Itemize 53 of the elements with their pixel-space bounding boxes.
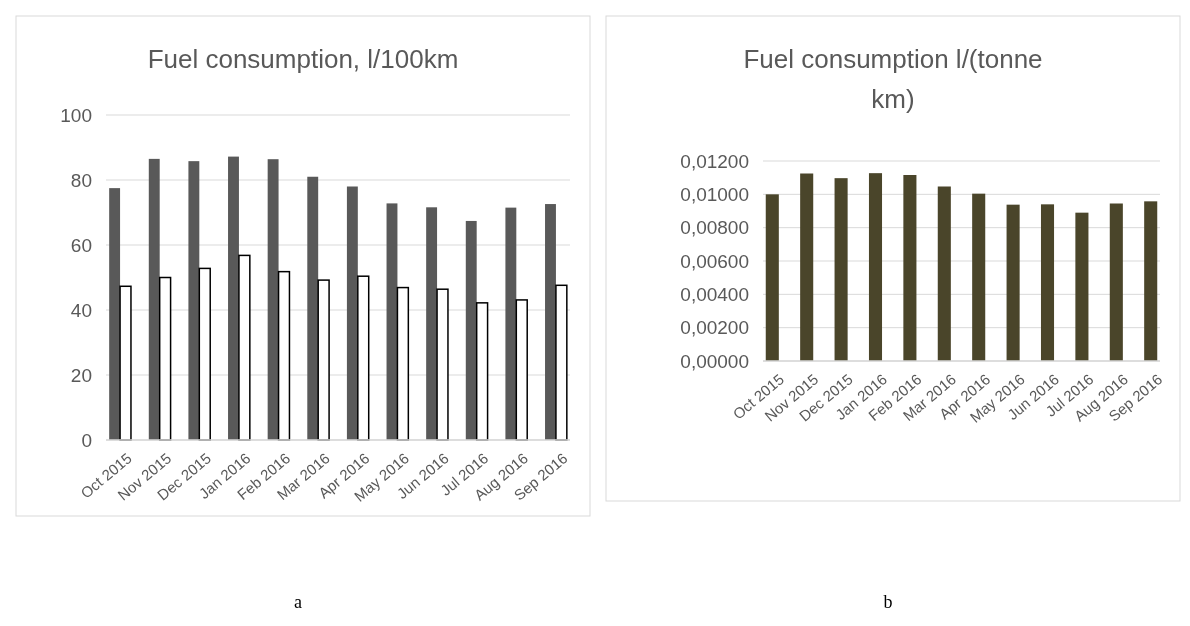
y-tick-label: 0,00200 (680, 317, 749, 339)
bar (228, 156, 239, 440)
bar (765, 194, 779, 361)
bar (317, 279, 330, 441)
bar (357, 275, 370, 441)
text: a (294, 592, 302, 612)
bar (109, 188, 121, 440)
bar (1144, 201, 1158, 361)
bar (396, 286, 410, 441)
y-tick-label: 0,00800 (680, 217, 749, 239)
y-tick-label: 0,00400 (680, 283, 749, 305)
bar (119, 285, 132, 441)
bar (903, 175, 917, 361)
bar (475, 302, 489, 441)
bar (1006, 204, 1020, 361)
y-tick-label: 60 (70, 234, 92, 256)
y-tick-label: 80 (70, 169, 92, 191)
y-tick-label: 20 (70, 364, 92, 386)
chart-title: Fuel consumption, l/100km (147, 44, 459, 74)
bar (465, 220, 477, 440)
bar (1109, 203, 1123, 361)
bar (937, 186, 951, 361)
bar (505, 207, 517, 440)
bar (545, 204, 556, 440)
bar (198, 267, 211, 441)
bar (386, 203, 398, 440)
bar (972, 193, 986, 361)
text: b (883, 592, 893, 612)
bar (426, 207, 438, 440)
y-tick-label: 0,00000 (680, 350, 749, 372)
y-tick-label: 0,01200 (680, 150, 749, 172)
y-tick-label: 100 (60, 104, 92, 126)
bar (800, 173, 814, 361)
bar (277, 270, 291, 441)
bar (1040, 204, 1055, 361)
bar (436, 288, 449, 441)
bar (868, 173, 883, 361)
chart-title: Fuel consumption l/(tonne km) (743, 44, 1043, 114)
y-tick-label: 0 (81, 429, 92, 451)
bar (148, 158, 160, 440)
bar (158, 276, 172, 441)
bar (238, 254, 251, 441)
bar (1075, 212, 1089, 361)
y-tick-label: 0,01000 (680, 183, 749, 205)
y-tick-label: 40 (70, 299, 92, 321)
bar (188, 161, 200, 440)
bar (346, 186, 358, 440)
bar (515, 299, 528, 441)
bar (307, 176, 319, 440)
bar (267, 159, 279, 440)
bar (555, 284, 568, 441)
y-tick-label: 0,00600 (680, 250, 749, 272)
bar (834, 178, 848, 361)
